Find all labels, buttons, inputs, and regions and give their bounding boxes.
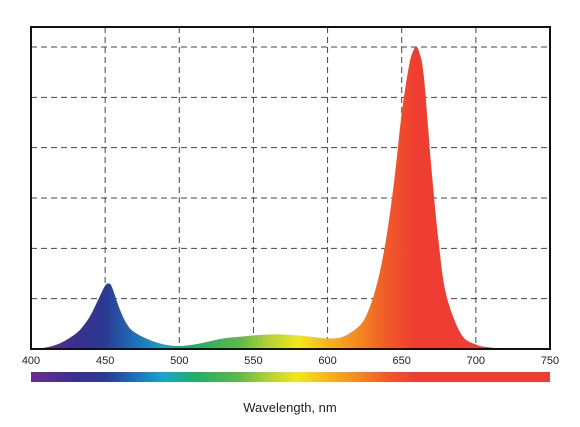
plot-frame xyxy=(30,26,551,350)
x-tick-label: 750 xyxy=(541,355,559,367)
x-tick-label: 600 xyxy=(318,355,336,367)
x-tick-label: 450 xyxy=(96,355,114,367)
x-axis-title: Wavelength, nm xyxy=(243,400,337,415)
x-tick-label: 650 xyxy=(393,355,411,367)
x-tick-label: 700 xyxy=(467,355,485,367)
spectrum-area xyxy=(31,46,550,349)
x-tick-label: 400 xyxy=(22,355,40,367)
x-tick-label: 550 xyxy=(244,355,262,367)
x-tick-label: 500 xyxy=(170,355,188,367)
spectrum-color-bar xyxy=(31,372,550,382)
x-tick-labels: 400 450 500 550 600 650 700 750 xyxy=(22,355,559,367)
